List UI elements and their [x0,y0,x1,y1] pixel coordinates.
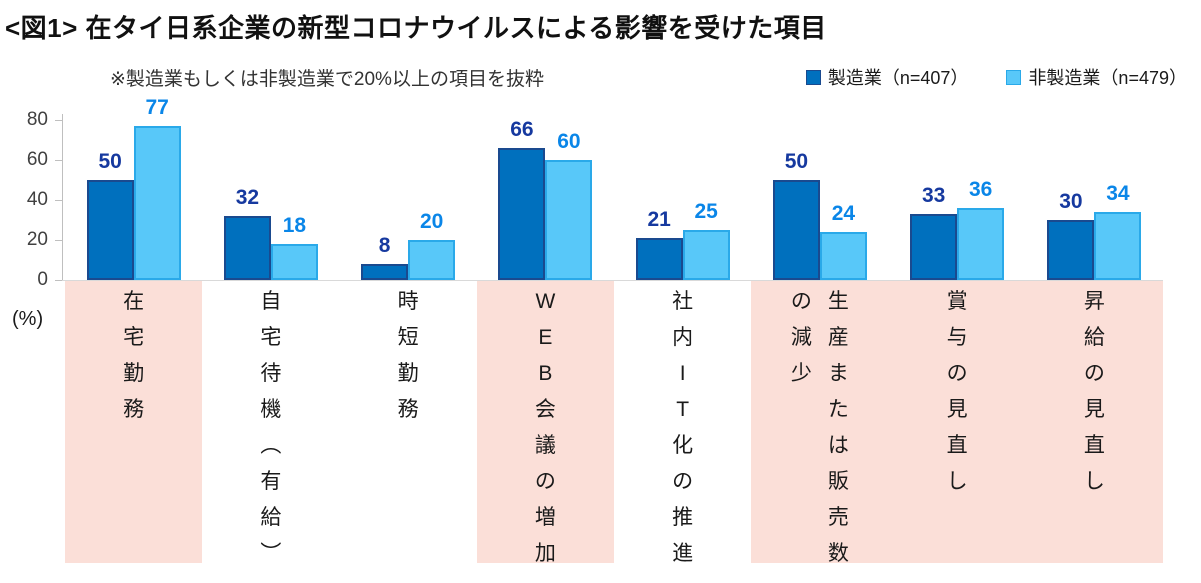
bar-non-manufacturing [682,230,730,280]
value-label-manufacturing: 30 [1059,190,1083,213]
category-label-column: 在宅勤務 [123,290,145,421]
axis-unit-label: (%) [12,308,44,330]
bar-manufacturing [498,148,546,280]
value-label-non-manufacturing: 18 [282,214,307,237]
category-label-column: 自宅待機 ︵ 有給 ︶ [260,290,282,565]
y-tick-mark [55,280,62,281]
bar-non-manufacturing [1094,212,1142,280]
bar-manufacturing [86,180,134,280]
category-label: 時短勤務 [397,284,419,428]
value-label-manufacturing: 8 [378,234,391,257]
y-tick-label: 20 [26,229,48,250]
bar-manufacturing [910,214,958,280]
value-label-non-manufacturing: 77 [145,96,169,119]
x-axis-line [62,280,1163,281]
value-label-non-manufacturing: 60 [557,130,581,153]
bar-non-manufacturing [545,160,593,280]
bar-manufacturing [635,238,683,280]
y-tick-label: 80 [26,109,48,130]
value-label-non-manufacturing: 20 [419,210,444,233]
value-label-manufacturing: 66 [510,118,534,141]
legend-swatch [1006,69,1022,85]
highlight-band [65,281,203,563]
bar-manufacturing [361,264,409,280]
legend-item-label: 非製造業（n=479） [1028,68,1187,88]
legend-item: 製造業（n=407） [805,64,969,90]
bar-non-manufacturing [133,126,181,280]
chart-note: ※製造業もしくは非製造業で20%以上の項目を抜粋 [110,69,544,90]
y-axis-line [62,114,63,280]
value-label-manufacturing: 32 [235,186,260,209]
category-label: 昇給の見直し [1083,284,1105,500]
legend-swatch [805,69,821,85]
chart-title: <図1> 在タイ日系企業の新型コロナウイルスによる影響を受けた項目 [5,13,827,43]
y-tick-mark [55,240,62,241]
bar-manufacturing [223,216,271,280]
category-label: 自宅待機 ︵ 有給 ︶ [260,284,282,572]
category-label-column: の減少 [790,290,812,385]
value-label-manufacturing: 50 [784,150,809,173]
highlight-band [751,281,1163,563]
y-tick-mark [55,200,62,201]
highlight-band [476,281,614,563]
category-label-column: 生産または販売数 [827,290,849,565]
y-tick-label: 40 [26,189,48,210]
legend-item-label: 製造業（n=407） [827,68,969,88]
bar-manufacturing [1047,220,1095,280]
value-label-non-manufacturing: 25 [694,200,718,223]
category-label: 賞与の見直し [946,284,968,500]
value-label-manufacturing: 33 [921,184,946,207]
category-label-column: 賞与の見直し [946,290,968,493]
legend-item: 非製造業（n=479） [1006,64,1187,90]
bar-manufacturing [772,180,820,280]
category-label: 生産または販売数の減少 [790,284,849,572]
y-tick-label: 60 [26,149,48,170]
bar-non-manufacturing [819,232,867,280]
value-label-manufacturing: 21 [647,208,671,231]
bar-non-manufacturing [408,240,456,280]
y-tick-mark [55,160,62,161]
category-label-column: 昇給の見直し [1083,290,1105,493]
value-label-manufacturing: 50 [98,150,122,173]
y-tick-label: 0 [37,269,48,290]
value-label-non-manufacturing: 36 [968,178,993,201]
bar-non-manufacturing [957,208,1005,280]
legend: 製造業（n=407） 非製造業（n=479） [805,64,1187,90]
bar-non-manufacturing [270,244,318,280]
y-tick-mark [55,120,62,121]
value-label-non-manufacturing: 24 [831,202,856,225]
category-label-column: 時短勤務 [397,290,419,421]
category-label: 在宅勤務 [123,284,145,428]
value-label-non-manufacturing: 34 [1106,182,1130,205]
